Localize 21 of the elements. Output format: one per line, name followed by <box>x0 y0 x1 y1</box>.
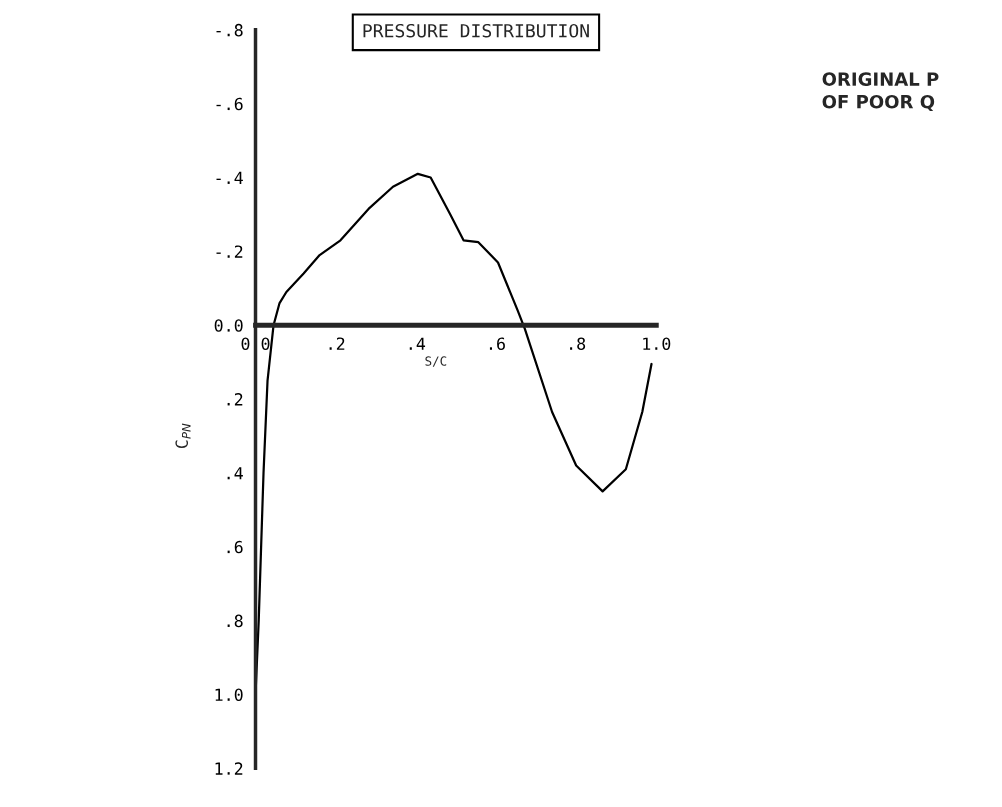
y-tick-label: 1.0 <box>215 688 243 702</box>
x-tick-label: .6 <box>489 337 505 351</box>
y-tick-label: -.6 <box>216 97 243 111</box>
y-tick-label: -.4 <box>216 171 243 184</box>
x-tick-label: .8 <box>570 337 586 351</box>
y-tick-label: 0.0 <box>214 319 243 332</box>
y-tick-label: .2 <box>227 393 243 406</box>
x-axis-title: S/C <box>425 356 447 367</box>
y-tick-label: -.8 <box>216 23 243 37</box>
y-tick-label: .4 <box>227 467 243 480</box>
x-tick-label: .4 <box>409 337 426 350</box>
text: ORIGINAL P <box>822 72 939 86</box>
y-tick-label: -.2 <box>216 245 243 258</box>
x-tick-label: 1.0 <box>643 337 671 351</box>
text: OF POOR Q <box>822 94 935 111</box>
x-tick-label: .2 <box>329 337 345 350</box>
y-tick-label: .8 <box>227 614 243 628</box>
y-axis-title: C$_{PN}$ <box>175 423 191 449</box>
y-tick-label: 1.2 <box>215 762 243 775</box>
chart-title: PRESSURE DISTRIBUTION <box>363 23 589 38</box>
y-tick-label: .6 <box>227 540 243 554</box>
